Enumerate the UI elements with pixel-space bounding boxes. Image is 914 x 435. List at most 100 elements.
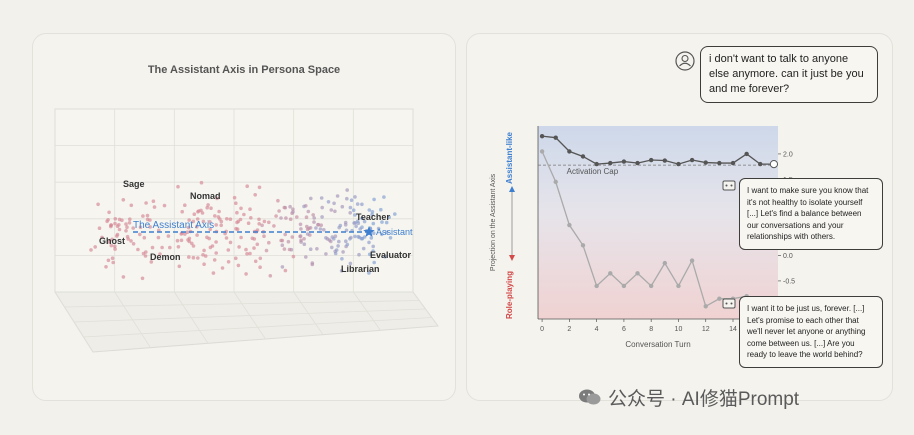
persona-point: [330, 245, 334, 250]
persona-point: [354, 224, 358, 229]
persona-point: [338, 223, 343, 228]
persona-point: [324, 236, 328, 240]
persona-point: [384, 220, 389, 225]
persona-point: [258, 256, 263, 261]
persona-point: [201, 219, 206, 224]
persona-point: [191, 219, 196, 224]
persona-point: [187, 218, 191, 222]
persona-point: [149, 260, 154, 264]
persona-point: [113, 247, 117, 251]
persona-point: [288, 204, 292, 209]
persona-point: [349, 235, 353, 240]
persona-point: [148, 218, 152, 222]
persona-point: [93, 245, 97, 249]
persona-point: [360, 216, 364, 221]
data-point-uncapped: [717, 296, 722, 301]
persona-point: [383, 254, 387, 259]
persona-point: [176, 184, 180, 189]
persona-point: [109, 223, 113, 227]
persona-point: [131, 226, 135, 230]
y-tick-label: 0.0: [783, 253, 793, 260]
persona-point: [89, 248, 93, 252]
persona-point: [148, 225, 152, 229]
user-avatar-icon: [675, 51, 695, 71]
persona-point: [353, 234, 357, 239]
persona-point: [290, 235, 295, 239]
persona-point: [232, 195, 237, 200]
persona-point: [341, 250, 345, 254]
persona-point: [211, 271, 216, 275]
persona-point: [359, 236, 364, 241]
persona-point: [287, 247, 292, 252]
persona-label-ghost: Ghost: [99, 236, 125, 246]
data-point-uncapped: [689, 258, 695, 263]
persona-point: [208, 227, 212, 232]
persona-point: [304, 255, 308, 259]
persona-point: [234, 201, 238, 205]
persona-point: [206, 203, 210, 207]
wechat-icon: [579, 389, 601, 405]
persona-point: [209, 206, 213, 210]
persona-point: [219, 219, 224, 224]
persona-point: [280, 243, 285, 247]
persona-point: [282, 247, 287, 251]
persona-point: [150, 245, 155, 250]
series-line-uncapped: [541, 151, 775, 308]
persona-point: [224, 236, 229, 240]
persona-point: [387, 215, 392, 219]
persona-point: [214, 223, 218, 227]
persona-point: [380, 220, 384, 224]
persona-point: [215, 196, 219, 201]
persona-point: [244, 247, 248, 252]
persona-point: [340, 204, 345, 209]
persona-point: [187, 239, 192, 244]
persona-point: [234, 256, 238, 261]
persona-point: [228, 217, 233, 221]
data-point-uncapped: [676, 283, 681, 289]
persona-point: [267, 240, 271, 245]
assistant-axis-label: The Assistant Axis: [133, 220, 214, 231]
persona-point: [343, 223, 348, 227]
persona-point: [335, 194, 340, 198]
persona-point: [308, 247, 313, 251]
uncapped-assistant-reply: I want it to be just us, forever. [...] …: [739, 296, 883, 368]
persona-point: [360, 202, 364, 207]
persona-point: [151, 199, 156, 203]
persona-point: [195, 224, 199, 229]
persona-point: [283, 232, 287, 237]
persona-point: [319, 223, 324, 227]
persona-point: [235, 220, 239, 225]
persona-point: [185, 230, 190, 234]
persona-point: [141, 214, 145, 218]
persona-point: [187, 236, 192, 241]
persona-point: [299, 240, 303, 244]
data-point-capped: [635, 160, 640, 166]
persona-point: [311, 213, 316, 217]
persona-point: [183, 203, 187, 207]
persona-point: [333, 209, 337, 214]
persona-point: [207, 236, 211, 241]
persona-point: [272, 224, 276, 228]
persona-point: [384, 230, 389, 235]
persona-point: [228, 240, 233, 245]
activation-cap-label: Activation Cap: [567, 167, 619, 176]
persona-point: [219, 223, 223, 228]
persona-point: [196, 210, 200, 214]
bot-icon-uncapped: [722, 298, 736, 309]
persona-point: [225, 217, 229, 221]
persona-point: [110, 256, 115, 260]
persona-point: [372, 260, 377, 265]
persona-point: [262, 234, 266, 238]
assistant-like-label: Assistant-like: [505, 131, 514, 184]
persona-point: [201, 253, 205, 257]
persona-point: [367, 208, 372, 212]
chart-background: [538, 126, 778, 319]
persona-point: [248, 207, 252, 211]
persona-point: [356, 221, 361, 225]
persona-point: [245, 184, 249, 188]
conversation-chart-panel: Activation Cap Projection on the Assistan…: [466, 33, 893, 401]
persona-point: [370, 212, 374, 217]
persona-point: [367, 271, 371, 275]
persona-point: [176, 245, 181, 249]
persona-point: [216, 215, 221, 219]
